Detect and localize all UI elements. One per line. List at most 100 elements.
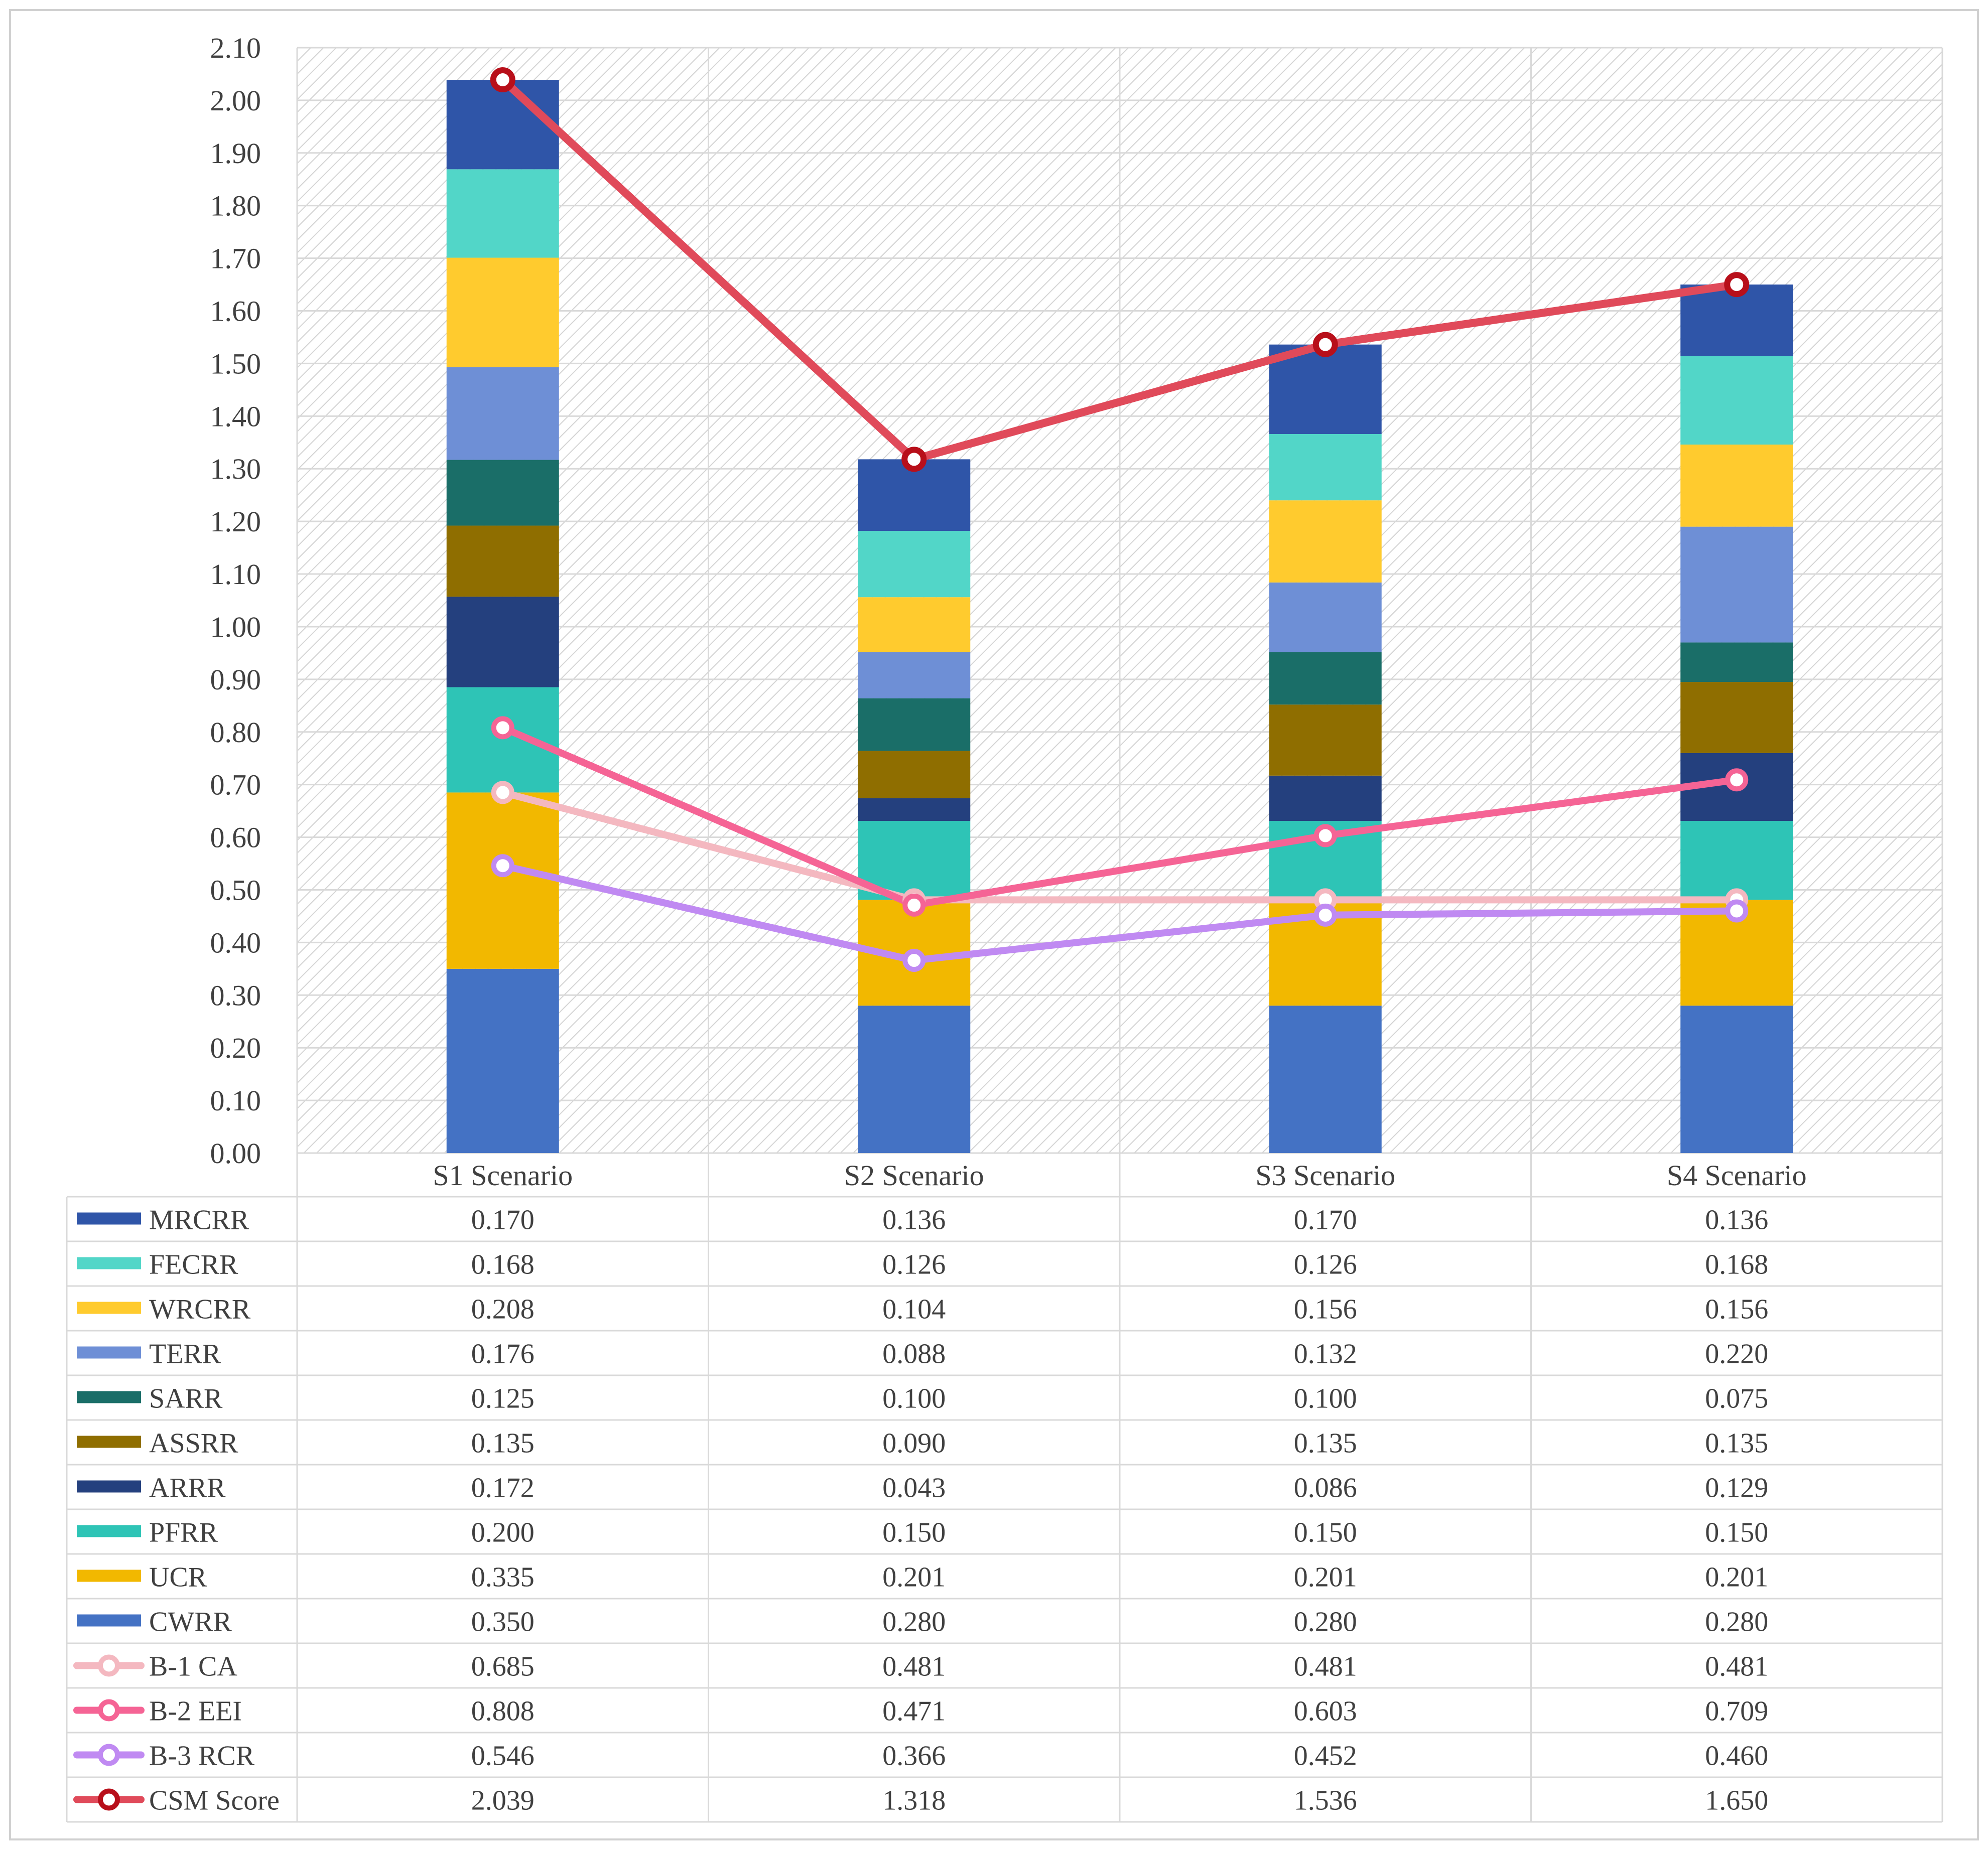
marker-csm-score-s3-scenario xyxy=(1312,332,1338,357)
table-cell-b-3-rcr: 0.366 xyxy=(882,1741,946,1772)
line-b-1-ca xyxy=(499,789,1741,904)
bar-mrcrr-s3-scenario xyxy=(1269,344,1382,435)
legend-key-terr xyxy=(77,1346,141,1359)
series-name-b-2-eei: B-2 EEI xyxy=(149,1696,242,1727)
bar-cwrr-s3-scenario xyxy=(1269,1006,1382,1153)
table-cell-b-2-eei: 0.603 xyxy=(1294,1696,1357,1727)
series-name-sarr: SARR xyxy=(149,1383,223,1414)
marker-csm-score-s4-scenario xyxy=(1724,272,1750,298)
y-tick-label: 1.30 xyxy=(210,453,261,485)
table-cell-mrcrr: 0.136 xyxy=(882,1205,946,1236)
bar-fecrr-s4-scenario xyxy=(1680,356,1793,445)
table-cell-assrr: 0.090 xyxy=(882,1428,946,1459)
table-cell-fecrr: 0.126 xyxy=(882,1249,946,1280)
y-tick-label: 2.00 xyxy=(210,84,261,117)
y-tick-label: 1.00 xyxy=(210,611,261,643)
bar-arrr-s2-scenario xyxy=(858,798,971,821)
bar-wrcrr-s4-scenario xyxy=(1680,444,1793,527)
table-cell-wrcrr: 0.156 xyxy=(1294,1294,1357,1325)
y-tick-label: 2.10 xyxy=(210,32,261,64)
series-name-pfrr: PFRR xyxy=(149,1517,218,1548)
line-b-2-eei xyxy=(499,724,1741,909)
bar-ucr-s1-scenario xyxy=(446,792,559,969)
table-cell-ucr: 0.201 xyxy=(1294,1562,1357,1593)
legend-key-ucr xyxy=(77,1570,141,1582)
y-tick-label: 1.70 xyxy=(210,242,261,275)
table-cell-sarr: 0.125 xyxy=(471,1383,535,1414)
bar-terr-s1-scenario xyxy=(446,367,559,460)
series-name-assrr: ASSRR xyxy=(149,1428,238,1459)
marker-csm-score-s2-scenario xyxy=(901,447,927,472)
series-name-terr: TERR xyxy=(149,1339,221,1370)
series-name-b-1-ca: B-1 CA xyxy=(149,1651,237,1682)
table-cell-pfrr: 0.200 xyxy=(471,1517,535,1548)
table-cell-assrr: 0.135 xyxy=(1705,1428,1768,1459)
table-cell-b-1-ca: 0.481 xyxy=(882,1651,946,1682)
table-cell-arrr: 0.172 xyxy=(471,1473,535,1504)
x-category-label: S4 Scenario xyxy=(1667,1159,1807,1192)
bar-wrcrr-s3-scenario xyxy=(1269,500,1382,583)
bar-pfrr-s1-scenario xyxy=(446,687,559,793)
y-tick-label: 0.50 xyxy=(210,874,261,906)
bar-sarr-s2-scenario xyxy=(858,698,971,751)
marker-b-3-rcr-s3-scenario xyxy=(1313,903,1337,927)
table-cell-fecrr: 0.168 xyxy=(471,1249,535,1280)
legend-key-arrr xyxy=(77,1480,141,1493)
legend-key-cwrr xyxy=(77,1614,141,1627)
table-cell-sarr: 0.100 xyxy=(1294,1383,1357,1414)
legend-marker-b-1-ca xyxy=(98,1654,120,1677)
table-cell-wrcrr: 0.156 xyxy=(1705,1294,1768,1325)
bar-wrcrr-s1-scenario xyxy=(446,257,559,367)
table-cell-b-1-ca: 0.481 xyxy=(1705,1651,1768,1682)
table-cell-terr: 0.088 xyxy=(882,1339,946,1370)
series-name-cwrr: CWRR xyxy=(149,1607,232,1638)
line-csm-score xyxy=(498,75,1741,464)
y-tick-label: 0.40 xyxy=(210,926,261,959)
legend-key-assrr xyxy=(77,1436,141,1448)
table-cell-terr: 0.220 xyxy=(1705,1339,1768,1370)
series-name-csm-score: CSM Score xyxy=(149,1785,280,1816)
bar-assrr-s1-scenario xyxy=(446,525,559,597)
table-cell-terr: 0.132 xyxy=(1294,1339,1357,1370)
bar-terr-s4-scenario xyxy=(1680,526,1793,643)
marker-b-2-eei-s2-scenario xyxy=(902,893,926,917)
line-series xyxy=(498,75,1741,964)
y-tick-label: 0.00 xyxy=(210,1137,261,1170)
legend-key-pfrr xyxy=(77,1525,141,1537)
legend-marker-b-2-eei xyxy=(98,1699,120,1722)
table-cell-arrr: 0.086 xyxy=(1294,1473,1357,1504)
table-cell-b-3-rcr: 0.452 xyxy=(1294,1741,1357,1772)
marker-b-3-rcr-s4-scenario xyxy=(1725,899,1749,923)
y-tick-label: 1.20 xyxy=(210,505,261,538)
bar-fecrr-s2-scenario xyxy=(858,531,971,598)
table-cell-pfrr: 0.150 xyxy=(1705,1517,1768,1548)
table-cell-csm-score: 1.318 xyxy=(882,1785,946,1816)
bar-sarr-s4-scenario xyxy=(1680,642,1793,682)
legend-key-sarr xyxy=(77,1391,141,1403)
table-cell-b-2-eei: 0.808 xyxy=(471,1696,535,1727)
table-cell-sarr: 0.075 xyxy=(1705,1383,1768,1414)
table-cell-ucr: 0.335 xyxy=(471,1562,535,1593)
series-name-ucr: UCR xyxy=(149,1562,207,1593)
bar-assrr-s2-scenario xyxy=(858,751,971,798)
bar-fecrr-s1-scenario xyxy=(446,169,559,258)
legend-key-wrcrr xyxy=(77,1302,141,1314)
table-cell-b-1-ca: 0.685 xyxy=(471,1651,535,1682)
table-cell-assrr: 0.135 xyxy=(471,1428,535,1459)
table-cell-pfrr: 0.150 xyxy=(1294,1517,1357,1548)
marker-b-1-ca-s1-scenario xyxy=(491,781,514,804)
y-tick-label: 0.80 xyxy=(210,716,261,749)
table-cell-ucr: 0.201 xyxy=(1705,1562,1768,1593)
bar-arrr-s1-scenario xyxy=(446,597,559,687)
y-tick-label: 0.60 xyxy=(210,821,261,854)
bar-terr-s2-scenario xyxy=(858,652,971,698)
marker-b-2-eei-s1-scenario xyxy=(491,716,514,740)
series-name-b-3-rcr: B-3 RCR xyxy=(149,1741,255,1772)
y-tick-label: 0.70 xyxy=(210,769,261,801)
table-cell-cwrr: 0.350 xyxy=(471,1607,535,1638)
x-category-label: S3 Scenario xyxy=(1255,1159,1395,1192)
legend-key-fecrr xyxy=(77,1257,141,1269)
y-tick-label: 1.40 xyxy=(210,400,261,433)
table-cell-cwrr: 0.280 xyxy=(882,1607,946,1638)
y-tick-label: 1.60 xyxy=(210,295,261,328)
